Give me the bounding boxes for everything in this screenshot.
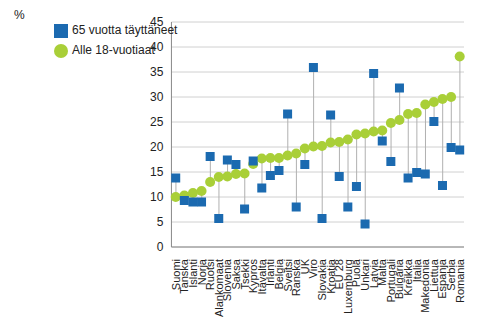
svg-text:40: 40 <box>150 40 164 54</box>
svg-text:Romania: Romania <box>454 258 466 303</box>
svg-text:5: 5 <box>157 215 164 229</box>
svg-text:25: 25 <box>150 115 164 129</box>
svg-text:45: 45 <box>150 15 164 29</box>
svg-text:15: 15 <box>150 165 164 179</box>
svg-text:30: 30 <box>150 90 164 104</box>
svg-text:10: 10 <box>150 190 164 204</box>
svg-text:35: 35 <box>150 65 164 79</box>
svg-text:20: 20 <box>150 140 164 154</box>
svg-text:0: 0 <box>157 240 164 254</box>
